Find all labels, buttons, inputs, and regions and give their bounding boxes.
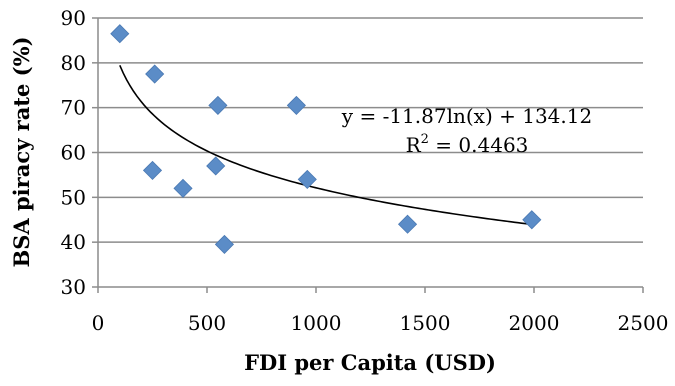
trendline-layer <box>119 64 532 226</box>
y-tick-label-60: 60 <box>61 141 86 165</box>
data-point-2 <box>142 160 163 180</box>
x-axis-title: FDI per Capita (USD) <box>244 350 496 375</box>
y-axis-title: BSA piracy rate (%) <box>9 36 34 267</box>
axes <box>92 17 644 293</box>
tick-labels: 30 40 50 60 70 80 90 0 500 1000 1500 2000 2500 <box>61 6 669 335</box>
y-tick-label-40: 40 <box>61 230 86 254</box>
r-squared-value: = 0.4463 <box>429 133 528 157</box>
y-tick-label-30: 30 <box>61 275 86 299</box>
x-tick-label-500: 500 <box>188 311 226 335</box>
gridlines <box>98 17 643 243</box>
y-tick-label-80: 80 <box>61 51 86 75</box>
x-tick-label-2000: 2000 <box>509 311 560 335</box>
data-point-6 <box>208 95 228 115</box>
data-point-9 <box>297 169 317 189</box>
data-point-10 <box>397 214 418 234</box>
data-point-7 <box>214 234 235 254</box>
y-tick-label-50: 50 <box>61 185 86 209</box>
x-tick-label-0: 0 <box>92 311 105 335</box>
data-points <box>110 24 542 254</box>
trendline <box>119 64 532 226</box>
data-point-8 <box>286 95 306 115</box>
y-tick-label-70: 70 <box>61 96 86 120</box>
data-point-1 <box>110 24 130 44</box>
trendline-r-squared: R2 = 0.4463 <box>406 132 529 157</box>
x-tick-label-2500: 2500 <box>618 311 669 335</box>
data-point-3 <box>145 64 165 84</box>
r-squared-label: R <box>406 133 422 157</box>
x-tick-label-1500: 1500 <box>400 311 451 335</box>
data-point-5 <box>206 156 226 176</box>
trendline-equation: y = -11.87ln(x) + 134.12 <box>341 104 592 128</box>
y-tick-label-90: 90 <box>61 6 86 30</box>
data-point-4 <box>173 178 193 198</box>
r-squared-superscript: 2 <box>421 132 429 147</box>
x-tick-label-1000: 1000 <box>291 311 342 335</box>
data-point-11 <box>522 210 542 230</box>
